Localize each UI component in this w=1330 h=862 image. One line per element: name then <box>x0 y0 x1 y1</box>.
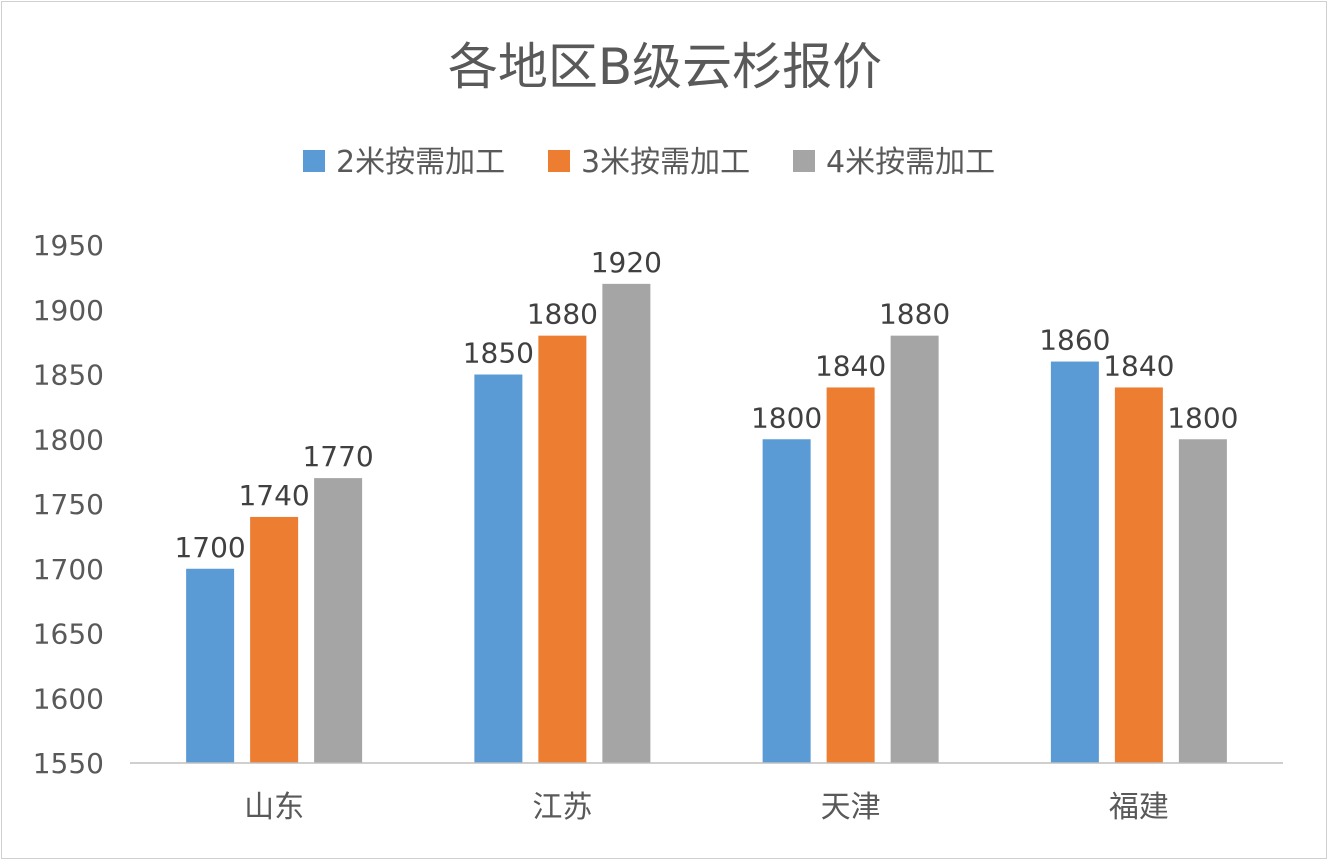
bar <box>1178 439 1227 763</box>
legend-swatch <box>303 150 325 172</box>
bar <box>538 335 587 763</box>
chart-title: 各地区B级云杉报价 <box>448 38 882 96</box>
x-axis: 山东 江苏 天津 福建 <box>130 762 1283 825</box>
data-label: 1740 <box>238 479 309 512</box>
y-tick-label: 1900 <box>33 294 104 327</box>
legend-swatch <box>548 150 570 172</box>
data-label: 1800 <box>751 401 822 434</box>
data-label: 1840 <box>1103 349 1174 382</box>
y-tick-label: 1700 <box>33 553 104 586</box>
data-label: 1840 <box>815 349 886 382</box>
bar <box>186 568 235 763</box>
x-tick-label: 福建 <box>1109 790 1169 825</box>
bar <box>826 387 875 763</box>
bars <box>186 283 1227 763</box>
data-label: 1800 <box>1167 401 1238 434</box>
y-tick-label: 1550 <box>33 747 104 780</box>
legend-label: 4米按需加工 <box>826 145 995 180</box>
x-tick-label: 江苏 <box>532 790 592 825</box>
data-label: 1880 <box>527 298 598 331</box>
y-axis: 1550 1600 1650 1700 1750 1800 1850 1900 1950 <box>33 229 104 780</box>
y-tick-label: 1650 <box>33 618 104 651</box>
data-labels: 1700 1740 1770 1850 1880 1920 1800 1840 1880 1860… <box>174 246 1238 564</box>
bar <box>474 374 523 763</box>
data-label: 1920 <box>591 246 662 279</box>
y-tick-label: 1850 <box>33 359 104 392</box>
data-label: 1860 <box>1039 324 1110 357</box>
y-tick-label: 1800 <box>33 423 104 456</box>
y-tick-label: 1950 <box>33 229 104 262</box>
bar <box>1050 361 1099 763</box>
y-tick-label: 1750 <box>33 488 104 521</box>
data-label: 1850 <box>463 337 534 370</box>
data-label: 1770 <box>302 440 373 473</box>
legend-label: 3米按需加工 <box>581 145 750 180</box>
data-label: 1700 <box>174 531 245 564</box>
legend-swatch <box>793 150 815 172</box>
legend: 2米按需加工 3米按需加工 4米按需加工 <box>303 145 995 180</box>
data-label: 1880 <box>879 298 950 331</box>
bar <box>250 516 299 763</box>
y-tick-label: 1600 <box>33 682 104 715</box>
bar <box>1114 387 1163 763</box>
bar <box>602 283 651 763</box>
bar <box>314 478 363 763</box>
bar <box>762 439 811 763</box>
bar <box>890 335 939 763</box>
x-tick-label: 山东 <box>244 790 304 825</box>
legend-label: 2米按需加工 <box>336 145 505 180</box>
x-tick-label: 天津 <box>821 790 881 825</box>
